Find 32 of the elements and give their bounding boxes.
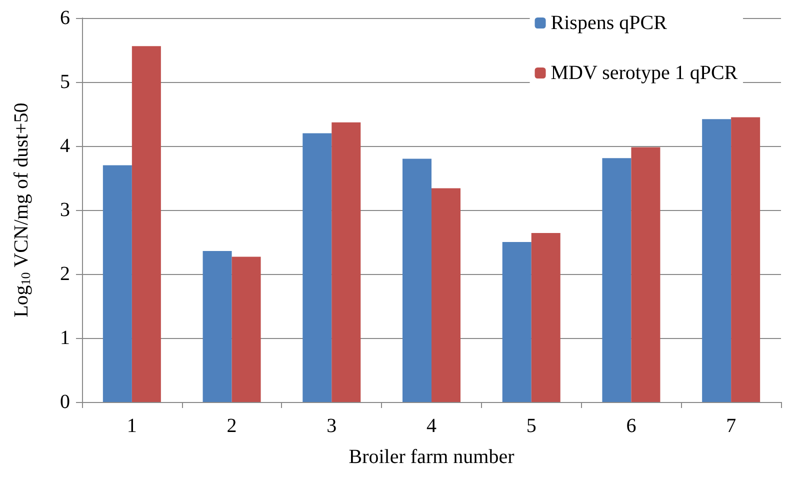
bar <box>531 233 560 402</box>
y-tick-label: 6 <box>60 7 70 29</box>
y-tick-label: 5 <box>60 71 70 93</box>
x-axis-title: Broiler farm number <box>348 446 515 468</box>
x-tick-label: 3 <box>326 415 337 437</box>
x-tick-label: 4 <box>426 415 436 437</box>
x-tick-label: 7 <box>726 415 736 437</box>
bar <box>502 242 532 402</box>
legend-label: MDV serotype 1 qPCR <box>550 62 738 84</box>
bar <box>332 122 361 402</box>
x-tick-label: 6 <box>626 415 636 437</box>
bar <box>232 256 261 402</box>
y-tick-label: 1 <box>60 327 70 349</box>
bar <box>731 117 760 402</box>
bar <box>602 158 632 402</box>
x-tick-label: 1 <box>126 415 137 437</box>
bar <box>702 119 732 402</box>
bar <box>402 158 432 402</box>
bar <box>132 46 161 402</box>
y-tick-label: 0 <box>60 391 70 413</box>
bar <box>302 133 332 402</box>
y-axis-title: Log10 VCN/mg of dust+50 <box>10 102 33 318</box>
y-tick-label: 2 <box>60 263 70 285</box>
x-tick-label: 2 <box>226 415 237 437</box>
x-tick-label: 5 <box>526 415 536 437</box>
bar <box>102 165 132 402</box>
bar <box>631 147 660 402</box>
y-tick-label: 4 <box>60 135 70 157</box>
bar <box>432 188 460 402</box>
legend-label: Rispens qPCR <box>550 12 668 34</box>
y-tick-label: 3 <box>60 199 70 221</box>
bar <box>202 250 232 402</box>
